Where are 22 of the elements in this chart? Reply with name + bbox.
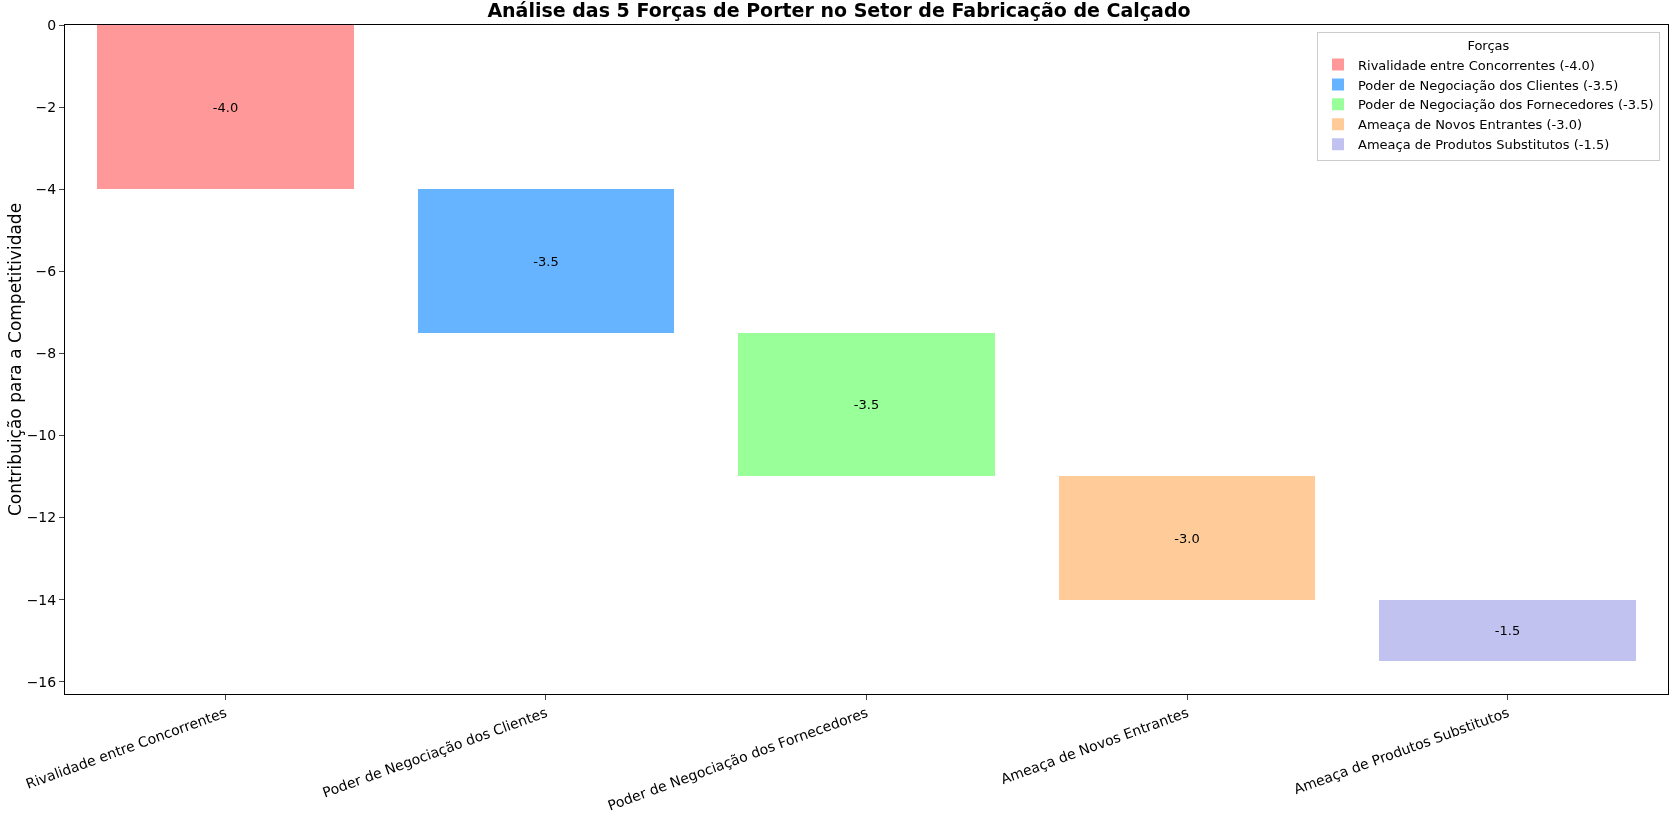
y-tick-label: −6 [35,263,57,280]
y-axis-title: Contribuição para a Competitividade [4,202,25,517]
y-tick-label: −8 [35,345,57,362]
y-tick-label: −12 [26,509,57,526]
y-tick-label: −2 [35,98,57,115]
data-label: -3.0 [1174,530,1200,546]
legend-title: Forças [1467,37,1510,53]
y-tick-label: −14 [26,591,57,608]
y-tick-label: −10 [26,427,57,444]
y-tick-label: 0 [47,16,57,33]
data-label: -1.5 [1494,623,1521,638]
legend-label: Ameaça de Novos Entrantes (-3.0) [1357,117,1582,133]
data-label: -4.0 [212,99,239,115]
data-label: -3.5 [853,397,880,412]
chart-title: Análise das 5 Forças de Porter no Setor de Fabricação de Calçado [487,0,1191,22]
y-tick-label: −16 [26,673,57,690]
legend-label: Ameaça de Produtos Substitutos (-1.5) [1357,137,1610,153]
legend-label: Poder de Negociação dos Clientes (-3.5) [1357,77,1619,93]
legend-label: Poder de Negociação dos Fornecedores (-3.5) [1357,97,1654,113]
data-label: -3.5 [533,253,559,269]
legend-label: Rivalidade entre Concorrentes (-4.0) [1357,57,1595,73]
y-tick-label: −4 [35,181,57,198]
